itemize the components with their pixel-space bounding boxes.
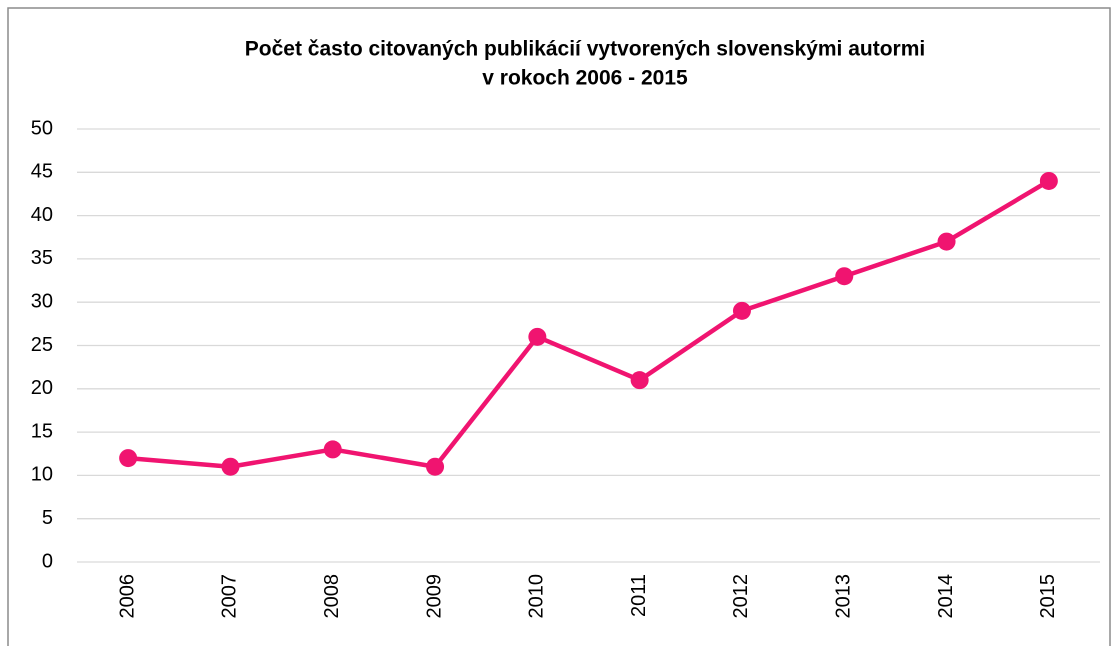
x-tick-label: 2014: [935, 574, 957, 619]
x-tick-label: 2012: [730, 574, 752, 619]
y-tick-label: 35: [31, 247, 53, 269]
data-point: [1039, 171, 1058, 190]
y-tick-label: 5: [42, 507, 53, 529]
x-tick-label: 2013: [833, 574, 855, 619]
data-line: [127, 179, 1050, 469]
chart-title: Počet často citovaných publikácií vytvor…: [245, 38, 925, 61]
x-tick-label: 2006: [116, 574, 138, 619]
y-tick-label: 20: [31, 377, 53, 399]
data-point: [937, 232, 956, 251]
y-tick-label: 30: [31, 290, 53, 312]
y-tick-label: 50: [31, 117, 53, 139]
chart-border: [7, 7, 1111, 646]
y-tick-label: 0: [42, 550, 53, 572]
x-tick-label: 2011: [628, 574, 650, 617]
y-tick-label: 15: [31, 420, 53, 442]
data-point: [528, 327, 547, 346]
data-point: [323, 440, 342, 459]
data-point: [119, 449, 138, 468]
x-tick-label: 2010: [526, 574, 548, 619]
data-point: [835, 267, 854, 286]
x-tick-label: 2015: [1037, 574, 1059, 619]
x-tick-label: 2007: [219, 574, 241, 619]
chart-title: v rokoch 2006 - 2015: [482, 67, 688, 90]
data-point: [732, 301, 751, 320]
y-tick-label: 10: [31, 464, 53, 486]
data-point: [630, 371, 649, 390]
y-tick-label: 40: [31, 204, 53, 226]
data-point: [426, 457, 445, 476]
data-point: [221, 457, 240, 476]
x-tick-label: 2009: [423, 574, 445, 619]
y-tick-label: 25: [31, 334, 53, 356]
y-tick-label: 45: [31, 161, 53, 183]
x-tick-label: 2008: [321, 574, 343, 619]
